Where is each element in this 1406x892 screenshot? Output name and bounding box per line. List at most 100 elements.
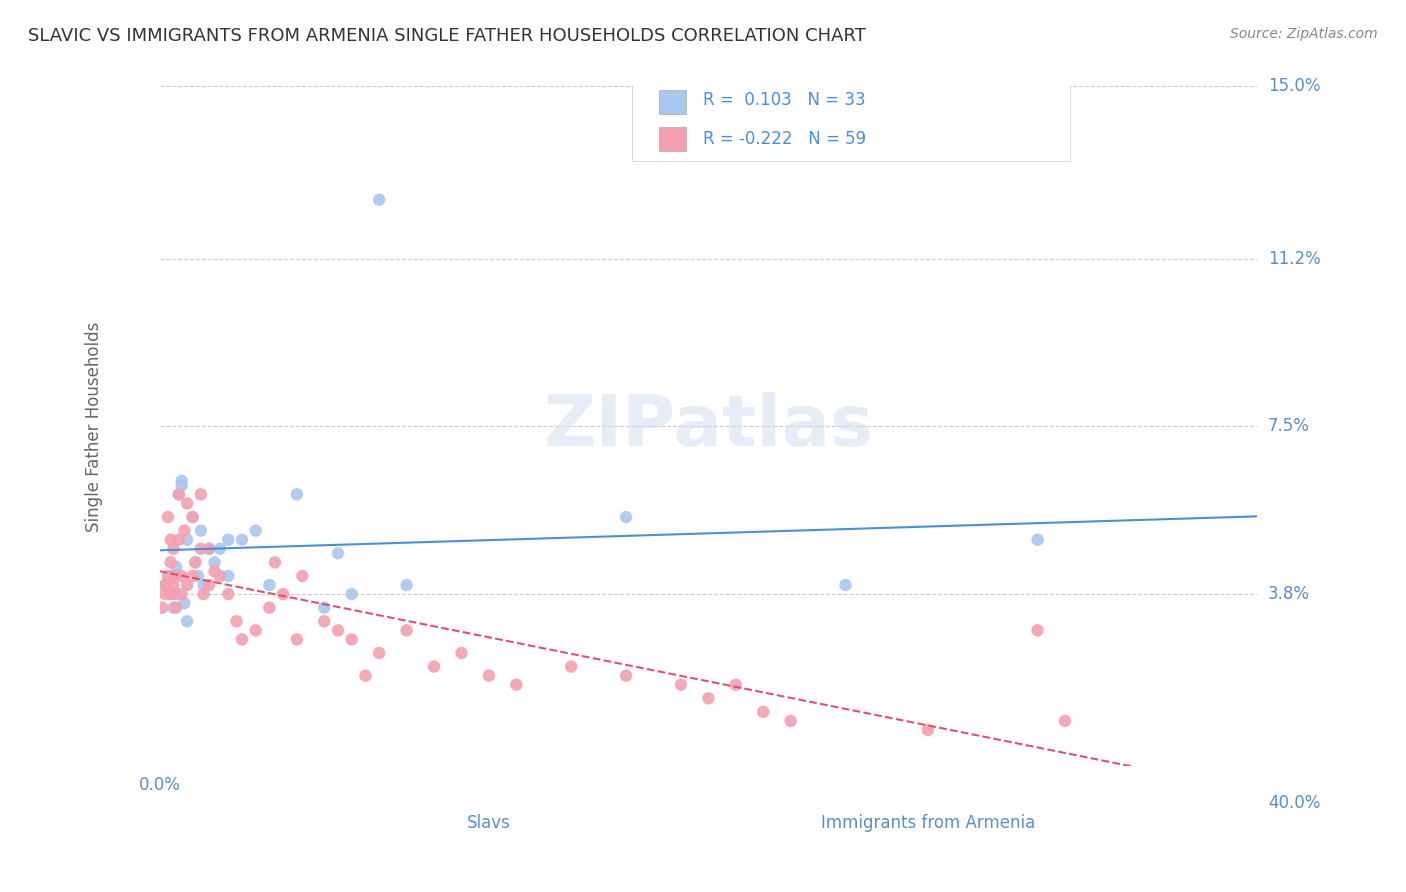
Point <box>271 587 294 601</box>
Point <box>340 632 363 647</box>
Point <box>291 569 314 583</box>
Point <box>204 565 226 579</box>
Point <box>752 705 775 719</box>
Point <box>217 533 239 547</box>
Point <box>165 560 187 574</box>
Point <box>264 555 287 569</box>
Point <box>162 587 184 601</box>
Point <box>198 541 221 556</box>
Text: 15.0%: 15.0% <box>1268 78 1320 95</box>
Point <box>159 555 181 569</box>
Point <box>231 533 253 547</box>
Point <box>285 632 308 647</box>
Point <box>167 487 190 501</box>
Point <box>314 600 336 615</box>
Point <box>326 546 349 560</box>
Point <box>153 578 176 592</box>
Point <box>176 615 198 629</box>
Point <box>181 569 204 583</box>
Point <box>198 541 221 556</box>
Point <box>395 624 418 638</box>
Point <box>245 524 267 538</box>
Point <box>259 578 281 592</box>
Text: ZIPatlas: ZIPatlas <box>543 392 873 461</box>
Point <box>1026 533 1049 547</box>
Point <box>152 600 174 615</box>
Point <box>614 668 637 682</box>
Point <box>173 596 195 610</box>
Point <box>159 533 181 547</box>
Point <box>326 624 349 638</box>
Point <box>259 600 281 615</box>
Point <box>153 587 176 601</box>
Point <box>162 600 184 615</box>
Point <box>395 578 418 592</box>
Point <box>478 668 501 682</box>
Text: 7.5%: 7.5% <box>1268 417 1310 435</box>
Point <box>170 569 193 583</box>
Point <box>204 555 226 569</box>
Point <box>724 678 747 692</box>
Text: 40.0%: 40.0% <box>1268 794 1320 812</box>
FancyBboxPatch shape <box>659 128 686 151</box>
Point <box>156 569 179 583</box>
Point <box>167 487 190 501</box>
Point <box>368 646 391 660</box>
FancyBboxPatch shape <box>631 79 1070 161</box>
Point <box>170 474 193 488</box>
Point <box>193 578 215 592</box>
Point <box>181 510 204 524</box>
Point <box>176 496 198 510</box>
Point <box>190 524 212 538</box>
Point <box>181 510 204 524</box>
Point <box>779 714 801 728</box>
Point <box>162 541 184 556</box>
Point <box>167 533 190 547</box>
Point <box>170 587 193 601</box>
Point <box>217 569 239 583</box>
Point <box>834 578 856 592</box>
Point <box>368 193 391 207</box>
Point <box>697 691 720 706</box>
Point <box>162 569 184 583</box>
Point <box>156 510 179 524</box>
Point <box>153 578 176 592</box>
Point <box>173 524 195 538</box>
Text: Source: ZipAtlas.com: Source: ZipAtlas.com <box>1230 27 1378 41</box>
Point <box>176 533 198 547</box>
Point <box>176 578 198 592</box>
Point <box>917 723 939 737</box>
Point <box>614 510 637 524</box>
Point <box>231 632 253 647</box>
Point <box>193 587 215 601</box>
Point <box>669 678 692 692</box>
FancyBboxPatch shape <box>659 90 686 113</box>
Point <box>198 578 221 592</box>
Point <box>450 646 472 660</box>
Text: R = -0.222   N = 59: R = -0.222 N = 59 <box>703 130 866 148</box>
Point <box>159 587 181 601</box>
Point <box>170 478 193 492</box>
Point <box>184 555 207 569</box>
Text: 11.2%: 11.2% <box>1268 250 1320 268</box>
Point <box>184 555 207 569</box>
Point <box>285 487 308 501</box>
Point <box>190 541 212 556</box>
Text: Single Father Households: Single Father Households <box>84 321 103 532</box>
Point <box>245 624 267 638</box>
Point <box>208 541 231 556</box>
Point <box>340 587 363 601</box>
Point <box>165 587 187 601</box>
Point <box>217 587 239 601</box>
Point <box>165 600 187 615</box>
Point <box>162 578 184 592</box>
Point <box>560 659 582 673</box>
Text: 3.8%: 3.8% <box>1268 585 1310 603</box>
Text: SLAVIC VS IMMIGRANTS FROM ARMENIA SINGLE FATHER HOUSEHOLDS CORRELATION CHART: SLAVIC VS IMMIGRANTS FROM ARMENIA SINGLE… <box>28 27 866 45</box>
Text: R =  0.103   N = 33: R = 0.103 N = 33 <box>703 91 866 109</box>
Point <box>423 659 446 673</box>
Text: Immigrants from Armenia: Immigrants from Armenia <box>821 814 1035 832</box>
Point <box>354 668 377 682</box>
Text: Slavs: Slavs <box>467 814 510 832</box>
Point <box>1026 624 1049 638</box>
